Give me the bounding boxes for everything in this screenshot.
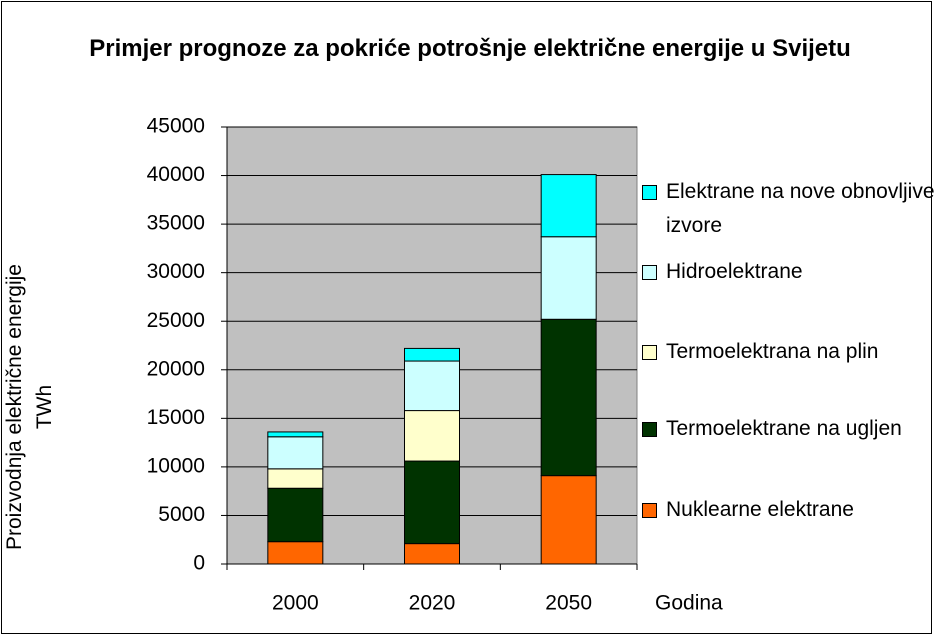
y-tick-label: 45000 <box>147 115 205 138</box>
bar-segment <box>267 436 324 470</box>
bar-segment <box>404 347 460 362</box>
legend-item: Hidroelektrane <box>642 255 934 289</box>
legend-swatch <box>642 345 657 360</box>
x-axis-title: Godina <box>655 592 723 615</box>
legend-label: Termoelektrane na ugljen <box>666 417 902 440</box>
bar-segment <box>404 360 460 412</box>
legend-label: Elektrane na nove obnovljive izvore <box>666 180 934 237</box>
legend-label: Nuklearne elektrane <box>666 498 854 521</box>
bar-segment <box>267 468 324 489</box>
legend-item: Elektrane na nove obnovljive izvore <box>642 175 934 243</box>
y-axis-title: Proizvodnja električne energije TWh <box>3 264 56 550</box>
legend-label: Hidroelektrane <box>666 260 803 283</box>
bar-segment <box>267 431 324 438</box>
y-tick-label: 30000 <box>147 260 205 283</box>
bar-segment <box>267 487 324 543</box>
legend-swatch <box>642 503 657 518</box>
y-tick-label: 10000 <box>147 454 205 477</box>
bar-segment <box>540 236 597 320</box>
bar-segment <box>404 410 460 462</box>
bar-segment <box>404 460 460 545</box>
y-tick-label: 15000 <box>147 406 205 429</box>
bar-segment <box>540 318 597 477</box>
legend-item: Nuklearne elektrane <box>642 493 934 527</box>
y-tick-label: 25000 <box>147 309 205 332</box>
y-tick-label: 20000 <box>147 357 205 380</box>
x-tick-label: 2000 <box>272 592 319 615</box>
bar-segment <box>404 543 460 565</box>
bar-segment <box>267 541 324 565</box>
legend-swatch <box>642 265 657 280</box>
y-tick-label: 40000 <box>147 163 205 186</box>
legend-swatch <box>642 185 657 200</box>
y-tick-label: 0 <box>193 552 205 575</box>
bar-segment <box>540 174 597 238</box>
y-tick-label: 35000 <box>147 212 205 235</box>
legend-item: Termoelektrane na ugljen <box>642 412 934 446</box>
legend-item: Termoelektrana na plin <box>642 335 934 369</box>
x-tick-label: 2050 <box>545 592 592 615</box>
legend-label: Termoelektrana na plin <box>666 340 879 363</box>
chart-title: Primjer prognoze za pokriće potrošnje el… <box>89 35 851 62</box>
x-tick-label: 2020 <box>409 592 456 615</box>
bar-segment <box>540 475 597 565</box>
legend-swatch <box>642 422 657 437</box>
y-tick-label: 5000 <box>158 503 205 526</box>
